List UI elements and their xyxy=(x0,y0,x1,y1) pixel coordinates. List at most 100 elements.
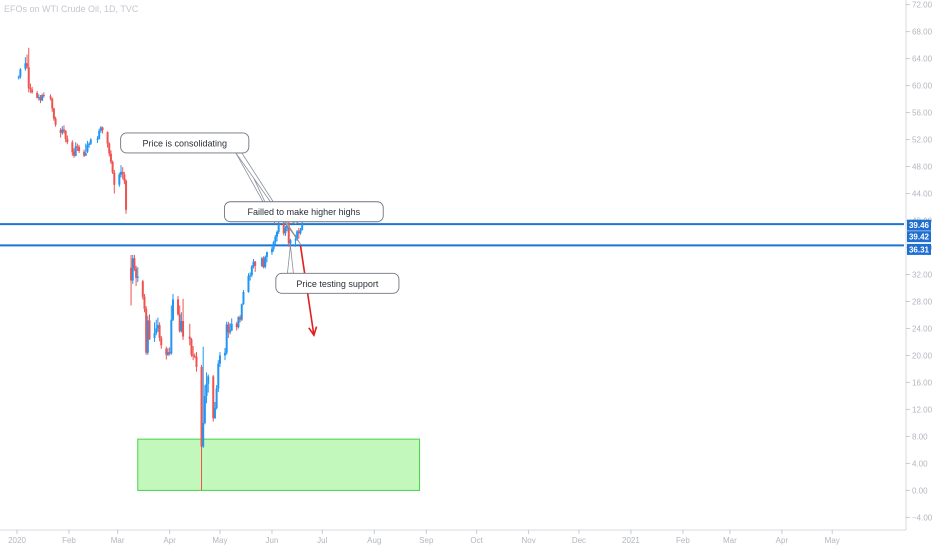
candle xyxy=(188,323,191,346)
candle xyxy=(215,385,218,410)
candle xyxy=(155,319,158,336)
callout[interactable]: Price testing support xyxy=(275,272,400,294)
candle xyxy=(182,298,185,340)
candles-layer xyxy=(17,47,304,491)
candle xyxy=(130,254,133,306)
zone-layer xyxy=(137,438,421,491)
candle-body xyxy=(264,256,267,268)
candle xyxy=(24,57,27,71)
candle xyxy=(99,126,102,133)
candle xyxy=(42,92,45,98)
candle-body xyxy=(39,97,42,101)
candle xyxy=(235,321,238,331)
candle-body xyxy=(36,92,39,98)
candle-body xyxy=(143,296,146,309)
candle xyxy=(277,221,280,235)
levels-layer xyxy=(0,223,904,247)
y-tick-label: 12.00 xyxy=(912,405,932,414)
candle-body xyxy=(235,323,238,328)
candle-body xyxy=(27,67,30,89)
candle xyxy=(274,234,277,245)
candle xyxy=(203,385,206,425)
candle xyxy=(49,94,52,101)
candle xyxy=(120,165,122,178)
candle-body xyxy=(31,89,34,93)
candle-body xyxy=(193,356,196,358)
candle xyxy=(54,116,57,127)
candle-body xyxy=(125,180,128,210)
candle xyxy=(36,90,39,99)
callout-box[interactable] xyxy=(275,272,400,294)
candle xyxy=(83,149,86,158)
candle-body xyxy=(155,328,158,334)
candle-body xyxy=(260,258,263,266)
candle-body xyxy=(249,275,252,277)
candle xyxy=(88,142,91,148)
candle xyxy=(156,317,159,332)
y-tick-label: −4.00 xyxy=(912,513,932,522)
candle-body xyxy=(237,317,240,328)
candle-body xyxy=(37,97,40,99)
candle xyxy=(98,128,101,140)
candle xyxy=(136,267,139,282)
candle xyxy=(224,348,226,361)
y-tick-label: 64.00 xyxy=(912,55,932,64)
candle xyxy=(133,254,136,272)
candle-body xyxy=(54,118,57,125)
candle-body xyxy=(52,108,55,119)
candle xyxy=(131,254,134,284)
candle xyxy=(31,86,34,94)
candle xyxy=(160,335,163,349)
x-tick-label: Nov xyxy=(521,536,535,545)
x-tick-label: Apr xyxy=(163,536,176,545)
annotations-layer: Price is consolidating Failled to make hi… xyxy=(120,132,400,338)
candle xyxy=(52,107,55,121)
candle-body xyxy=(121,171,124,175)
candle-body xyxy=(24,63,27,69)
candle-body xyxy=(301,223,304,230)
callout[interactable]: Failled to make higher highs xyxy=(223,201,384,223)
candle-body xyxy=(195,356,198,367)
callout-box[interactable] xyxy=(120,132,250,154)
candle-body xyxy=(108,143,111,154)
candle xyxy=(178,305,181,333)
callout-box[interactable] xyxy=(223,201,384,223)
candle-body xyxy=(99,127,102,131)
candle xyxy=(62,125,65,134)
candle-body xyxy=(274,236,277,243)
price-label: 39.42 xyxy=(909,233,930,242)
candle xyxy=(254,261,257,272)
candle xyxy=(78,144,81,154)
candle xyxy=(297,227,300,239)
candle xyxy=(262,256,265,269)
candle xyxy=(84,143,87,156)
x-tick-label: Mar xyxy=(111,536,125,545)
y-tick-label: 24.00 xyxy=(912,324,932,333)
candle xyxy=(121,167,124,180)
candle xyxy=(195,352,198,372)
candle-body xyxy=(118,174,121,185)
candle-body xyxy=(229,330,232,333)
callout[interactable]: Price is consolidating xyxy=(120,132,250,154)
x-tick-label: Jul xyxy=(317,536,327,545)
candle xyxy=(108,142,111,157)
candle-body xyxy=(96,138,99,140)
candle xyxy=(276,230,278,242)
candle xyxy=(237,316,240,329)
candle xyxy=(86,140,89,154)
candle xyxy=(66,135,69,145)
candle xyxy=(252,258,255,269)
candle xyxy=(207,374,210,393)
candle-body xyxy=(250,266,253,276)
candle xyxy=(59,128,62,138)
candle-body xyxy=(73,151,76,156)
price-label: 36.31 xyxy=(909,245,930,254)
candle-body xyxy=(170,319,173,354)
candle xyxy=(158,322,161,342)
candle-body xyxy=(182,321,185,337)
y-tick-label: 4.00 xyxy=(912,459,928,468)
candle xyxy=(89,138,92,145)
candle-body xyxy=(224,352,226,356)
